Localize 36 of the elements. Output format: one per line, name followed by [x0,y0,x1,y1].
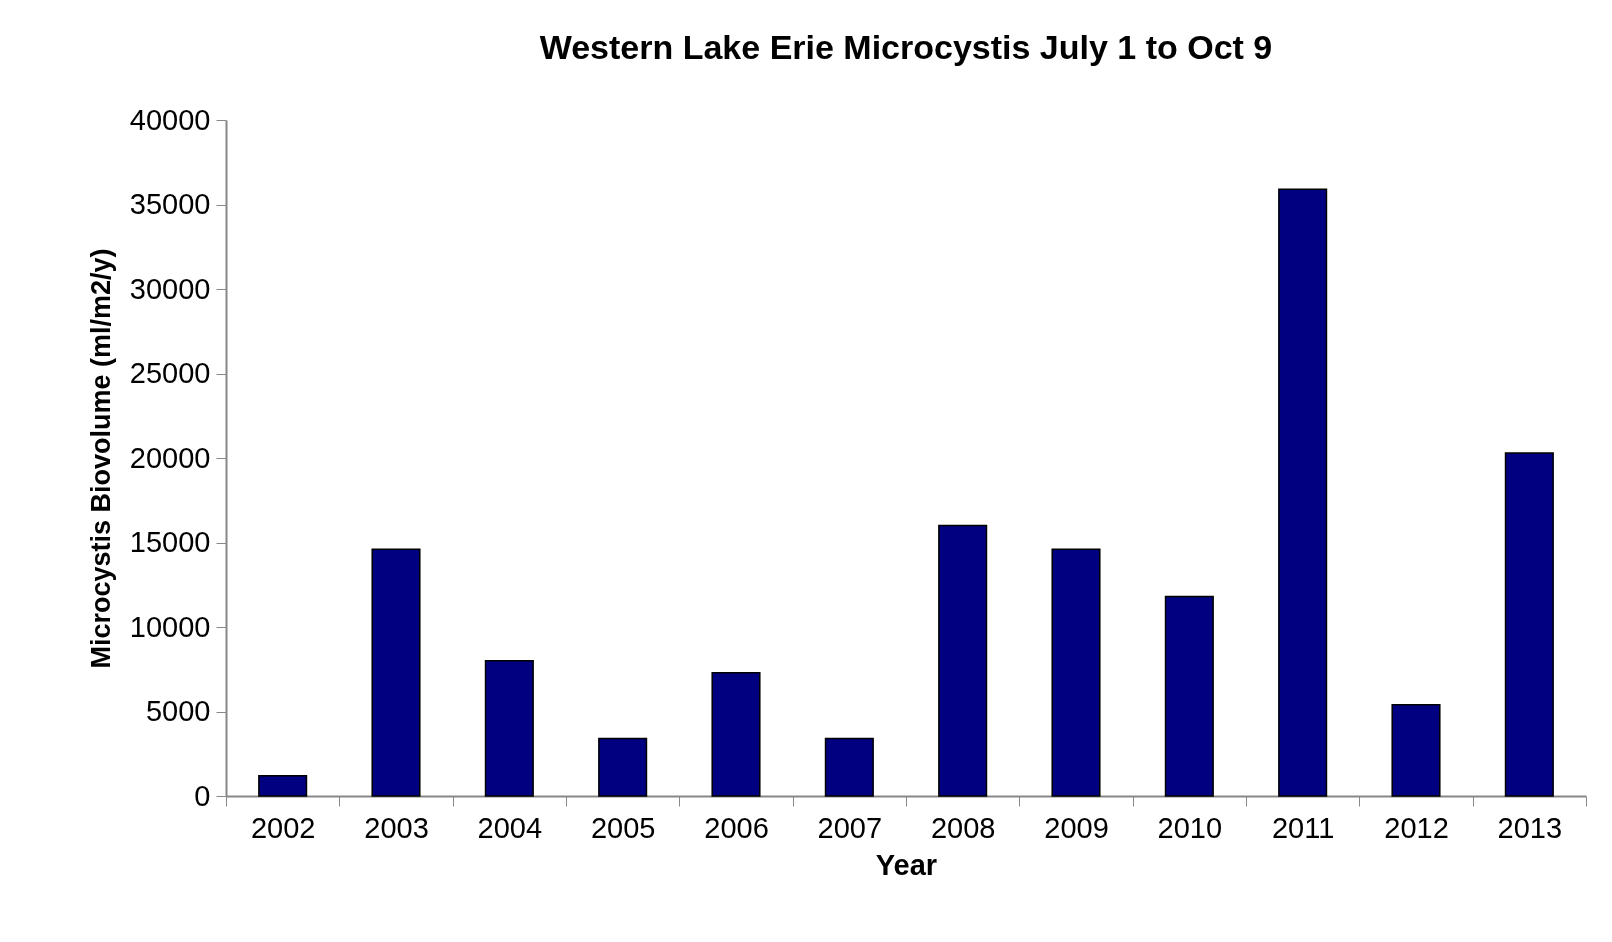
y-tick-label: 40000 [129,103,211,136]
bar [371,548,421,797]
x-tick-label: 2008 [930,811,996,844]
x-tick-label: 2010 [1157,811,1223,844]
x-tick-label: 2011 [1271,811,1335,844]
bar [938,524,988,797]
y-tick-label: 10000 [129,610,211,643]
x-tick-label: 2013 [1497,811,1563,844]
y-tick-label: 30000 [129,272,211,305]
y-tick-label: 20000 [129,441,211,474]
x-tick-label: 2007 [817,811,883,844]
x-axis-title: Year [875,848,938,881]
x-tick-label: 2004 [477,811,543,844]
y-tick-label: 25000 [129,357,211,389]
bar [1164,595,1214,797]
y-tick-label: 15000 [129,526,211,558]
y-tick-label: 0 [194,779,211,812]
bar [1391,703,1441,797]
bar [824,737,874,797]
y-axis-title: Microcystis Biovolume (ml/m2/y) [85,248,116,669]
bar [484,660,534,797]
bar [1051,548,1101,797]
y-tick-label: 5000 [145,695,211,727]
bar [1278,188,1328,797]
x-tick-label: 2012 [1384,811,1449,844]
x-tick-label: 2005 [590,811,656,844]
bar [598,737,648,797]
bar [258,774,308,797]
x-tick-label: 2002 [250,811,316,844]
chart-title: Western Lake Erie Microcystis July 1 to Oct 9 [539,28,1273,66]
x-tick-label: 2006 [704,811,769,844]
y-tick-label: 35000 [129,188,211,220]
x-tick-label: 2009 [1044,811,1109,844]
bar [1504,452,1554,797]
x-tick-label: 2003 [364,811,429,844]
bar [711,671,761,797]
